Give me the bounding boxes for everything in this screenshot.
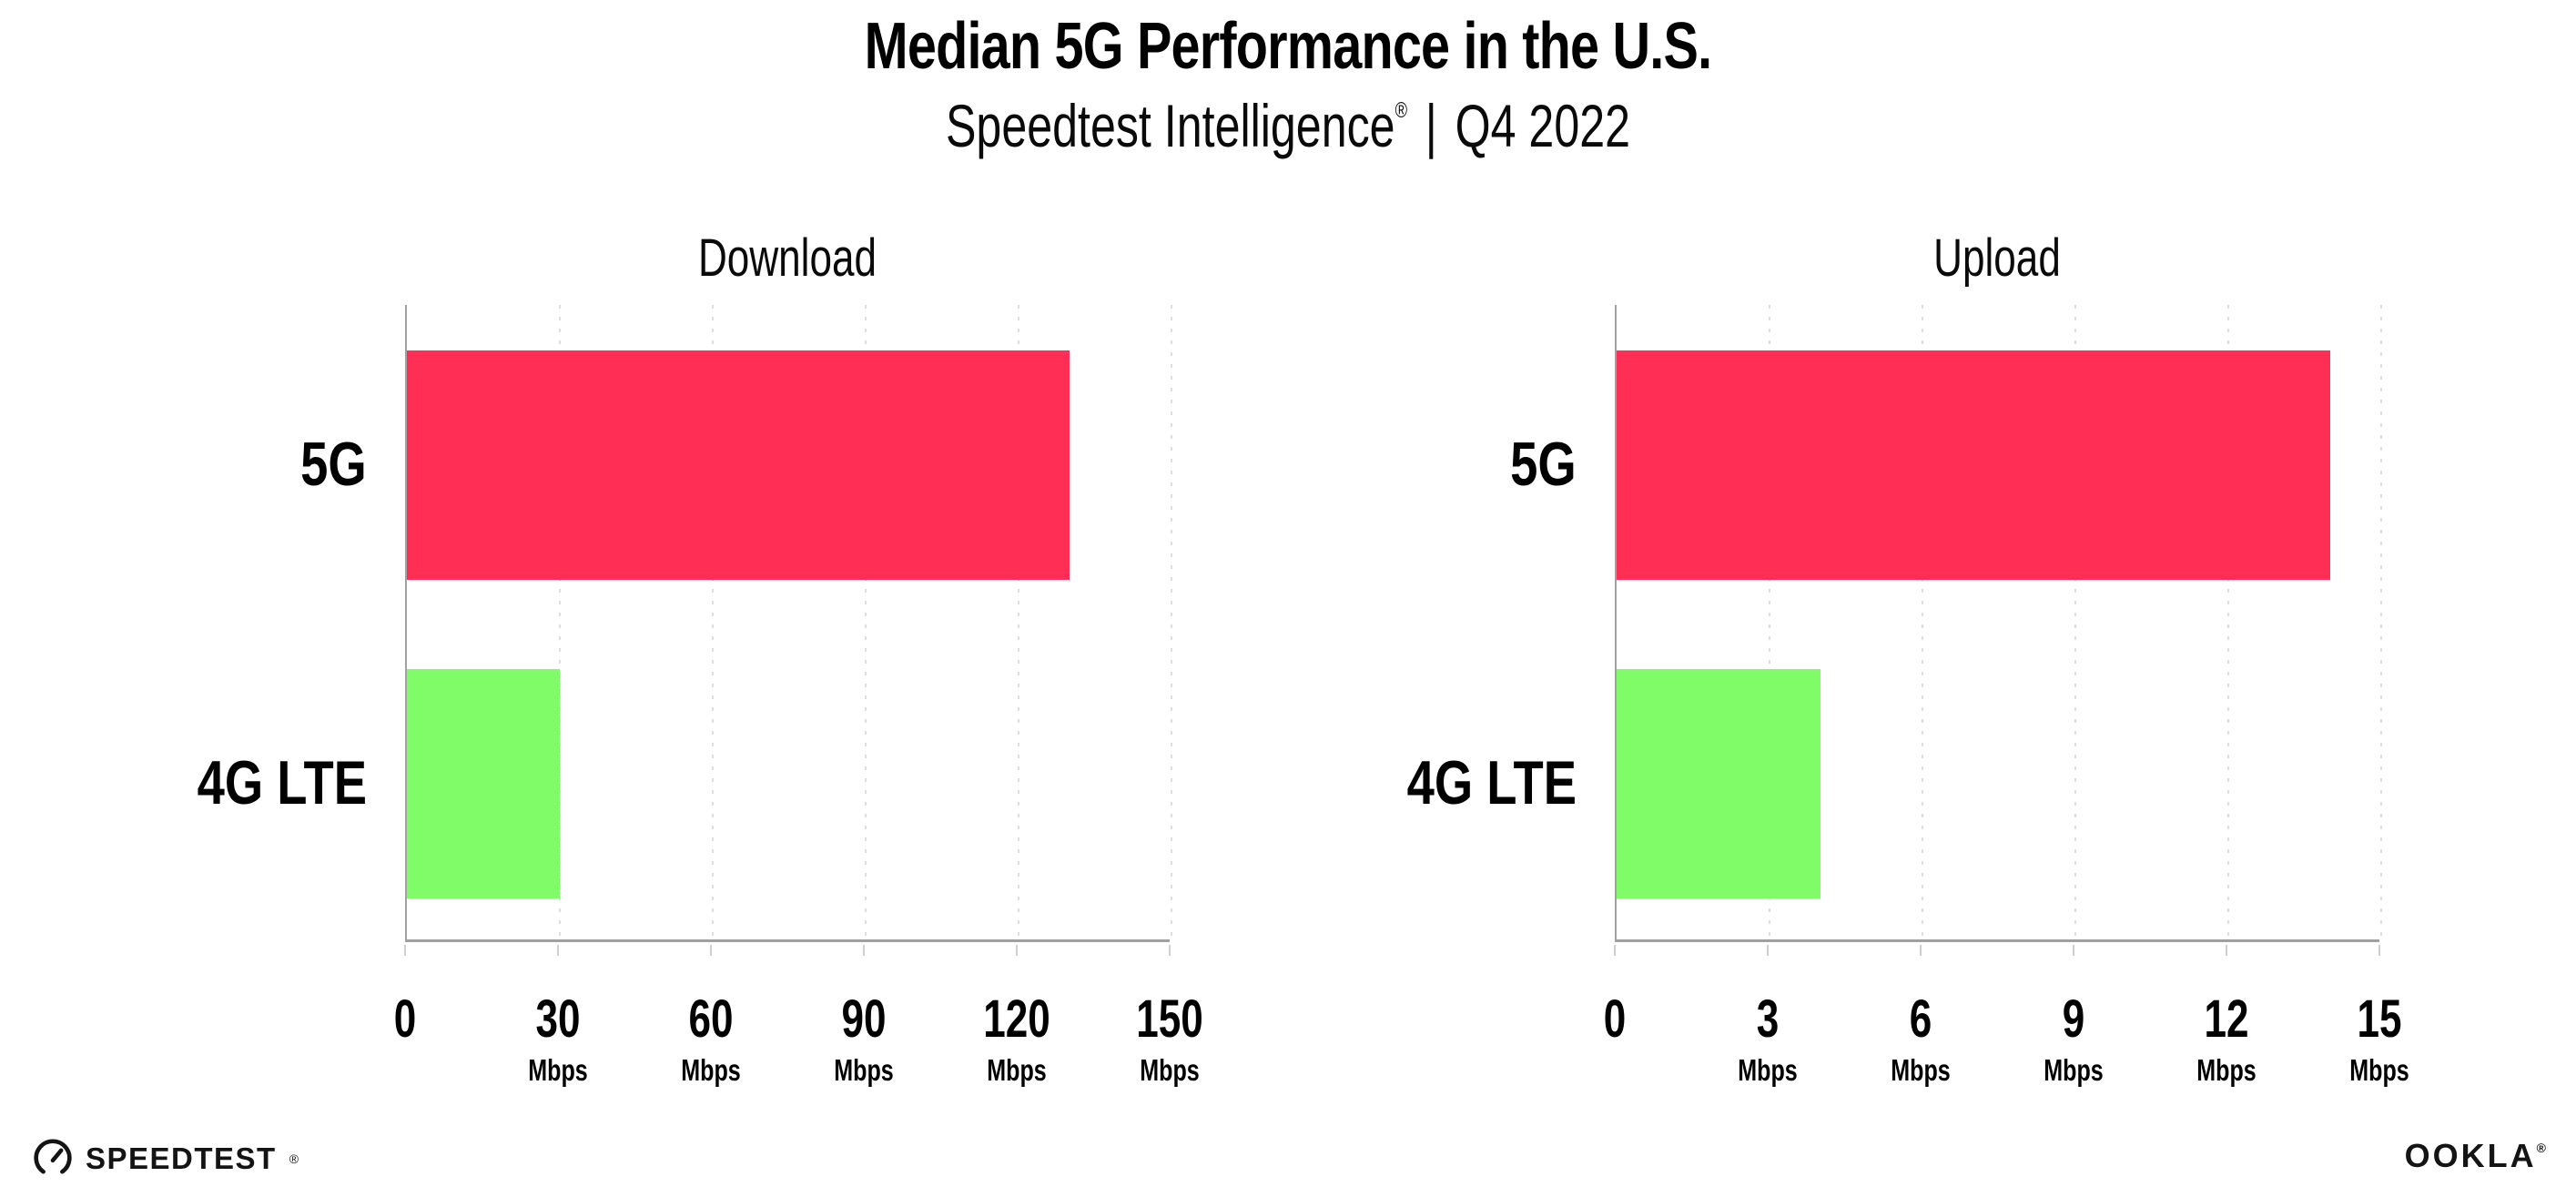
axis-tick [557, 945, 559, 956]
x-tick-value: 6 [1909, 989, 1932, 1049]
x-tick-label: 15 Mbps [2297, 989, 2461, 1088]
x-tick-value: 3 [1756, 989, 1780, 1049]
subtitle-separator: | [1425, 92, 1437, 159]
gridline [2074, 305, 2076, 939]
x-tick-value: 12 [2204, 989, 2249, 1049]
ookla-wordmark: OOKLA [2404, 1137, 2537, 1174]
category-label-4g-lte: 4G LTE [23, 624, 385, 942]
gridline [1171, 305, 1172, 939]
bar-4g-lte [1617, 669, 1820, 898]
chart-upload: Upload 5G 4G LTE 0 3 Mbps 6 Mbps 9 Mbps 12 Mbps 15… [1232, 228, 2443, 1174]
category-label-text: 4G LTE [197, 748, 367, 817]
axis-tick [1767, 945, 1769, 956]
gridline [712, 305, 714, 939]
x-tick-label: 0 [1533, 989, 1697, 1050]
x-tick-unit: Mbps [2349, 1053, 2409, 1087]
category-labels: 5G 4G LTE [1232, 305, 1595, 942]
registered-mark-icon: ® [1394, 98, 1408, 123]
x-tick-value: 60 [688, 989, 734, 1049]
x-tick-unit: Mbps [1738, 1053, 1798, 1087]
category-label-text: 5G [1510, 430, 1577, 499]
gridline [865, 305, 867, 939]
axis-tick [1016, 945, 1018, 956]
x-tick-label: 6 Mbps [1839, 989, 2003, 1088]
axis-tick [404, 945, 406, 956]
gridline [1769, 305, 1770, 939]
category-label-5g: 5G [23, 305, 385, 624]
axis-tick [1920, 945, 1922, 956]
subtitle-period: Q4 2022 [1455, 92, 1631, 159]
page-title: Median 5G Performance in the U.S. [864, 10, 1712, 83]
x-axis: 0 3 Mbps 6 Mbps 9 Mbps 12 Mbps 15 Mbps [1604, 945, 2409, 1127]
speedtest-logo: SPEEDTEST ® [33, 1139, 299, 1179]
x-tick-label: 3 Mbps [1686, 989, 1850, 1088]
x-tick-value: 90 [841, 989, 887, 1049]
x-tick-label: 9 Mbps [1992, 989, 2155, 1088]
gridline [559, 305, 561, 939]
x-tick-label: 12 Mbps [2145, 989, 2308, 1088]
x-tick-label: 150 Mbps [1088, 989, 1252, 1088]
chart-title: Upload [1933, 228, 2061, 288]
axis-tick [2226, 945, 2227, 956]
axis-tick [1169, 945, 1171, 956]
x-tick-label: 120 Mbps [935, 989, 1099, 1088]
ookla-logo: OOKLA® [2405, 1137, 2549, 1175]
x-tick-unit: Mbps [681, 1053, 741, 1087]
category-labels: 5G 4G LTE [23, 305, 385, 942]
category-label-5g: 5G [1232, 305, 1595, 624]
x-tick-unit: Mbps [1140, 1053, 1200, 1087]
plot-area [1615, 305, 2382, 942]
bar-5g [407, 350, 1070, 580]
axis-tick [2378, 945, 2380, 956]
category-label-text: 5G [300, 430, 367, 499]
chart-title: Download [697, 228, 877, 288]
bar-5g [1617, 350, 2330, 580]
x-tick-value: 30 [535, 989, 581, 1049]
gridline [2380, 305, 2382, 939]
page-subtitle: Speedtest Intelligence® | Q4 2022 [309, 91, 2267, 160]
x-tick-value: 150 [1136, 989, 1203, 1049]
axis-tick [710, 945, 712, 956]
gauge-icon [34, 1139, 72, 1174]
x-tick-value: 0 [393, 989, 417, 1049]
x-tick-unit: Mbps [1891, 1053, 1951, 1087]
x-tick-value: 9 [2062, 989, 2085, 1049]
x-tick-unit: Mbps [2196, 1053, 2257, 1087]
category-label-4g-lte: 4G LTE [1232, 624, 1595, 942]
category-label-text: 4G LTE [1406, 748, 1577, 817]
gridline [2227, 305, 2229, 939]
x-axis: 0 30 Mbps 60 Mbps 90 Mbps 120 Mbps 150 Mbps [394, 945, 1203, 1127]
x-tick-label: 0 [323, 989, 487, 1050]
axis-tick [1614, 945, 1616, 956]
registered-mark-icon: ® [289, 1151, 299, 1166]
x-tick-unit: Mbps [834, 1053, 894, 1087]
x-tick-value: 15 [2357, 989, 2402, 1049]
x-tick-label: 60 Mbps [629, 989, 793, 1088]
bar-4g-lte [407, 669, 560, 898]
subtitle-brand: Speedtest Intelligence [945, 92, 1395, 159]
x-tick-unit: Mbps [987, 1053, 1047, 1087]
x-tick-label: 90 Mbps [782, 989, 946, 1088]
plot-area [405, 305, 1172, 942]
speedtest-wordmark: SPEEDTEST [86, 1141, 277, 1175]
x-tick-unit: Mbps [528, 1053, 588, 1087]
gridline [1018, 305, 1019, 939]
gridline [1922, 305, 1923, 939]
x-tick-value: 0 [1603, 989, 1627, 1049]
x-tick-value: 120 [983, 989, 1050, 1049]
chart-download: Download 5G 4G LTE 0 30 Mbps 60 Mbps 90 Mbps 120… [23, 228, 1233, 1174]
x-tick-unit: Mbps [2044, 1053, 2104, 1087]
registered-mark-icon: ® [2536, 1141, 2549, 1155]
x-tick-label: 30 Mbps [476, 989, 640, 1088]
axis-tick [863, 945, 865, 956]
axis-tick [2073, 945, 2074, 956]
